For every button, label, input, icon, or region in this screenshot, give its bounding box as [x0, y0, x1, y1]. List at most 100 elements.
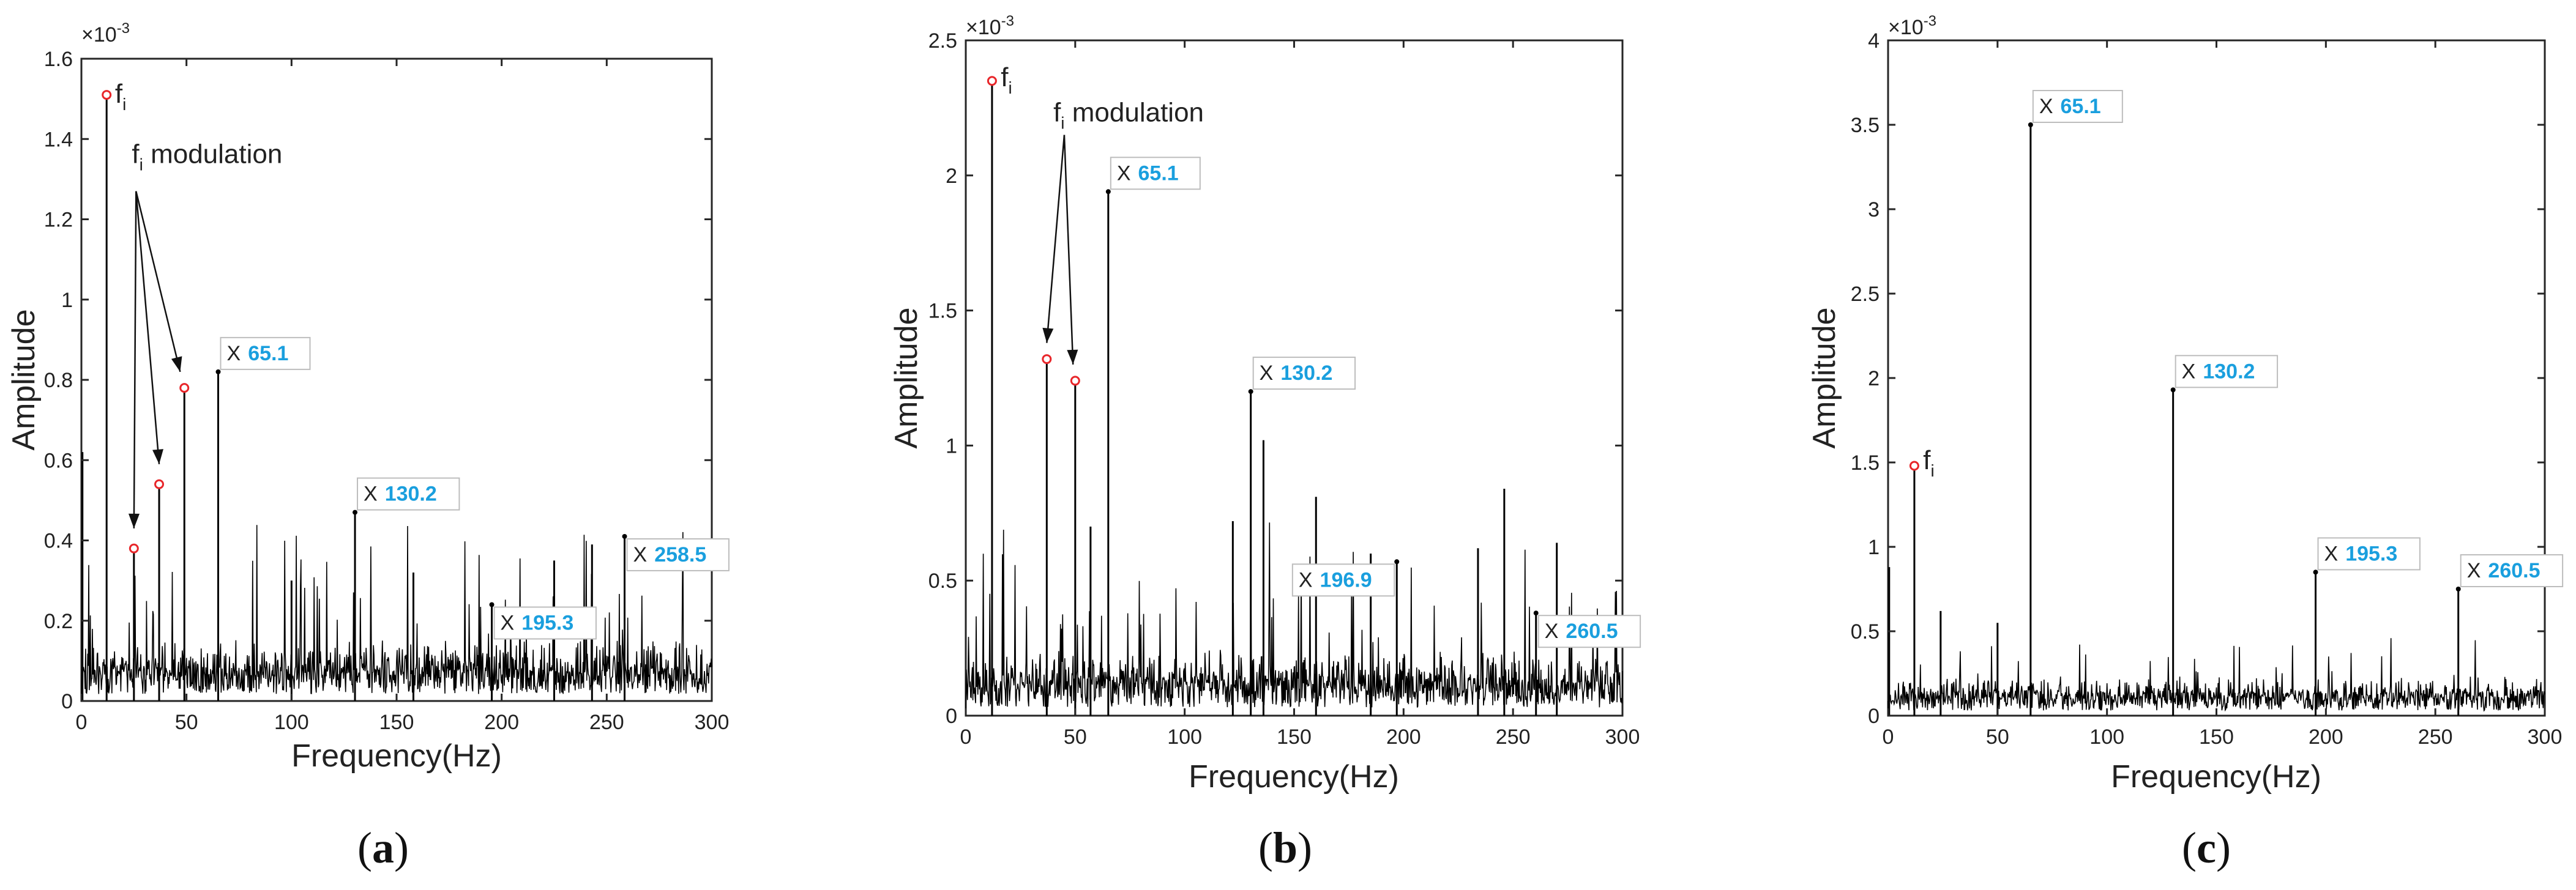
y-exponent-base: ×10	[1888, 16, 1924, 39]
y-tick-label: 1.5	[1851, 451, 1880, 475]
spectral-lines	[1888, 125, 2460, 716]
datatip-prefix: X	[1545, 620, 1559, 643]
annotation-arrow-head	[152, 449, 163, 464]
datatip-text: X 258.5	[633, 543, 707, 566]
datatip-box	[1110, 157, 1201, 190]
x-tick-label: 50	[1064, 725, 1087, 749]
y-tick-label: 2.5	[1851, 283, 1880, 306]
panel-label-close: )	[1297, 823, 1312, 872]
datatip-value: 65.1	[1138, 161, 1179, 185]
panel-label: (b)	[1258, 823, 1312, 872]
annotation-arrow-head	[1067, 349, 1078, 365]
panel-label-close: )	[2216, 823, 2231, 872]
panel-c: 0 50 100 150 200 250 300 0 0.5 1 1.5 2 2.5 3 3.5 4 ×10…	[1807, 13, 2564, 872]
x-tick-label: 200	[2309, 725, 2343, 749]
annotation-arrow-line	[1046, 135, 1066, 343]
y-tick-label: 2	[1868, 367, 1880, 390]
y-exponent: ×10-3	[81, 20, 130, 46]
datatip[interactable]: X 258.5	[622, 533, 730, 571]
datatip-text: X 65.1	[2039, 95, 2101, 118]
y-exponent-power: -3	[117, 20, 130, 37]
y-tick-label: 0.4	[44, 530, 73, 553]
annotations: fi	[1923, 445, 1934, 480]
y-tick-label: 0.5	[928, 569, 957, 593]
y-tick-label: 0	[946, 705, 957, 728]
datatip-box	[2032, 90, 2123, 123]
datatip[interactable]: X 65.1	[215, 336, 311, 374]
panel-label: (c)	[2182, 823, 2231, 872]
fi-modulation-label: fi modulation	[1053, 97, 1204, 132]
x-tick-label: 0	[960, 725, 972, 749]
datatip-value: 258.5	[654, 543, 706, 566]
datatip-point	[353, 510, 358, 515]
datatips: X 65.1 X 130.2 X 195.3 X 258.5	[215, 336, 730, 640]
y-tick-label: 3.5	[1851, 114, 1880, 137]
datatip-text: X 260.5	[1545, 620, 1618, 643]
y-axis-ticks: 0 0.2 0.4 0.6 0.8 1 1.2 1.4 1.6	[44, 48, 712, 713]
datatip[interactable]: X 195.3	[2313, 537, 2421, 575]
annotation-arrow-head	[171, 356, 182, 372]
y-tick-label: 2	[946, 165, 957, 188]
annotation-base: f	[132, 139, 140, 169]
annotation-subscript: i	[122, 95, 126, 114]
y-tick-label: 1.5	[928, 300, 957, 323]
y-exponent: ×10-3	[1888, 13, 1936, 39]
datatip[interactable]: X 260.5	[2455, 554, 2564, 591]
annotation-arrow-line	[135, 191, 181, 373]
x-tick-label: 300	[2528, 725, 2563, 749]
datatip-point	[1394, 559, 1400, 565]
datatip[interactable]: X 130.2	[2170, 355, 2279, 393]
datatip-point	[1533, 610, 1539, 616]
datatip[interactable]: X 195.3	[489, 602, 597, 640]
y-axis-ticks: 0 0.5 1 1.5 2 2.5 3 3.5 4	[1851, 29, 2545, 728]
panel-label-letter: c	[2197, 823, 2216, 872]
datatip-point	[1105, 189, 1111, 195]
x-tick-label: 150	[2199, 725, 2234, 749]
datatip-box	[1252, 357, 1356, 390]
panel-label-letter: a	[372, 823, 394, 872]
datatip-point	[489, 602, 495, 607]
y-tick-label: 4	[1868, 29, 1880, 53]
datatips: X 65.1 X 130.2 X 196.9 X 260.5	[1105, 157, 1641, 648]
y-exponent-power: -3	[1924, 13, 1936, 29]
datatip[interactable]: X 130.2	[1248, 357, 1356, 395]
datatip[interactable]: X 130.2	[353, 477, 460, 515]
datatip-text: X 130.2	[364, 483, 437, 506]
datatip-value: 196.9	[1320, 568, 1372, 591]
x-tick-label: 100	[2089, 725, 2124, 749]
annotation-arrow-line	[133, 191, 137, 528]
peak-marker	[1909, 461, 1919, 471]
datatip-value: 195.3	[521, 612, 573, 635]
x-tick-label: 100	[1167, 725, 1202, 749]
datatip-point	[2455, 587, 2461, 591]
annotation-subscript: i	[140, 155, 143, 174]
datatip-box	[2460, 554, 2564, 587]
datatip[interactable]: X 65.1	[2028, 90, 2123, 127]
annotation-subscript: i	[1008, 78, 1012, 97]
y-tick-label: 2.5	[928, 29, 957, 53]
datatip-value: 65.1	[2061, 95, 2101, 118]
y-exponent-base: ×10	[966, 16, 1001, 39]
datatip[interactable]: X 196.9	[1291, 559, 1400, 597]
annotation-base: f	[1001, 62, 1009, 92]
fi-label: fi	[1923, 445, 1934, 480]
peak-marker	[987, 76, 997, 86]
panel-label-close: )	[394, 823, 409, 872]
datatip-prefix: X	[501, 612, 515, 635]
x-tick-label: 200	[484, 711, 519, 734]
panel-label: (a)	[357, 823, 409, 872]
datatip[interactable]: X 65.1	[1105, 157, 1201, 195]
datatip-text: X 195.3	[2324, 542, 2398, 565]
y-tick-label: 0	[61, 690, 73, 713]
datatip-prefix: X	[633, 543, 648, 566]
datatip-prefix: X	[227, 342, 241, 365]
datatip[interactable]: X 260.5	[1533, 610, 1641, 648]
x-axis-ticks: 0 50 100 150 200 250 300	[1883, 40, 2563, 749]
y-tick-label: 0	[1868, 705, 1880, 728]
y-tick-label: 1.4	[44, 128, 73, 151]
datatip-box	[2175, 355, 2279, 388]
datatip-box	[626, 538, 730, 571]
annotation-arrow-line	[1063, 135, 1074, 365]
y-tick-label: 1	[946, 434, 957, 458]
